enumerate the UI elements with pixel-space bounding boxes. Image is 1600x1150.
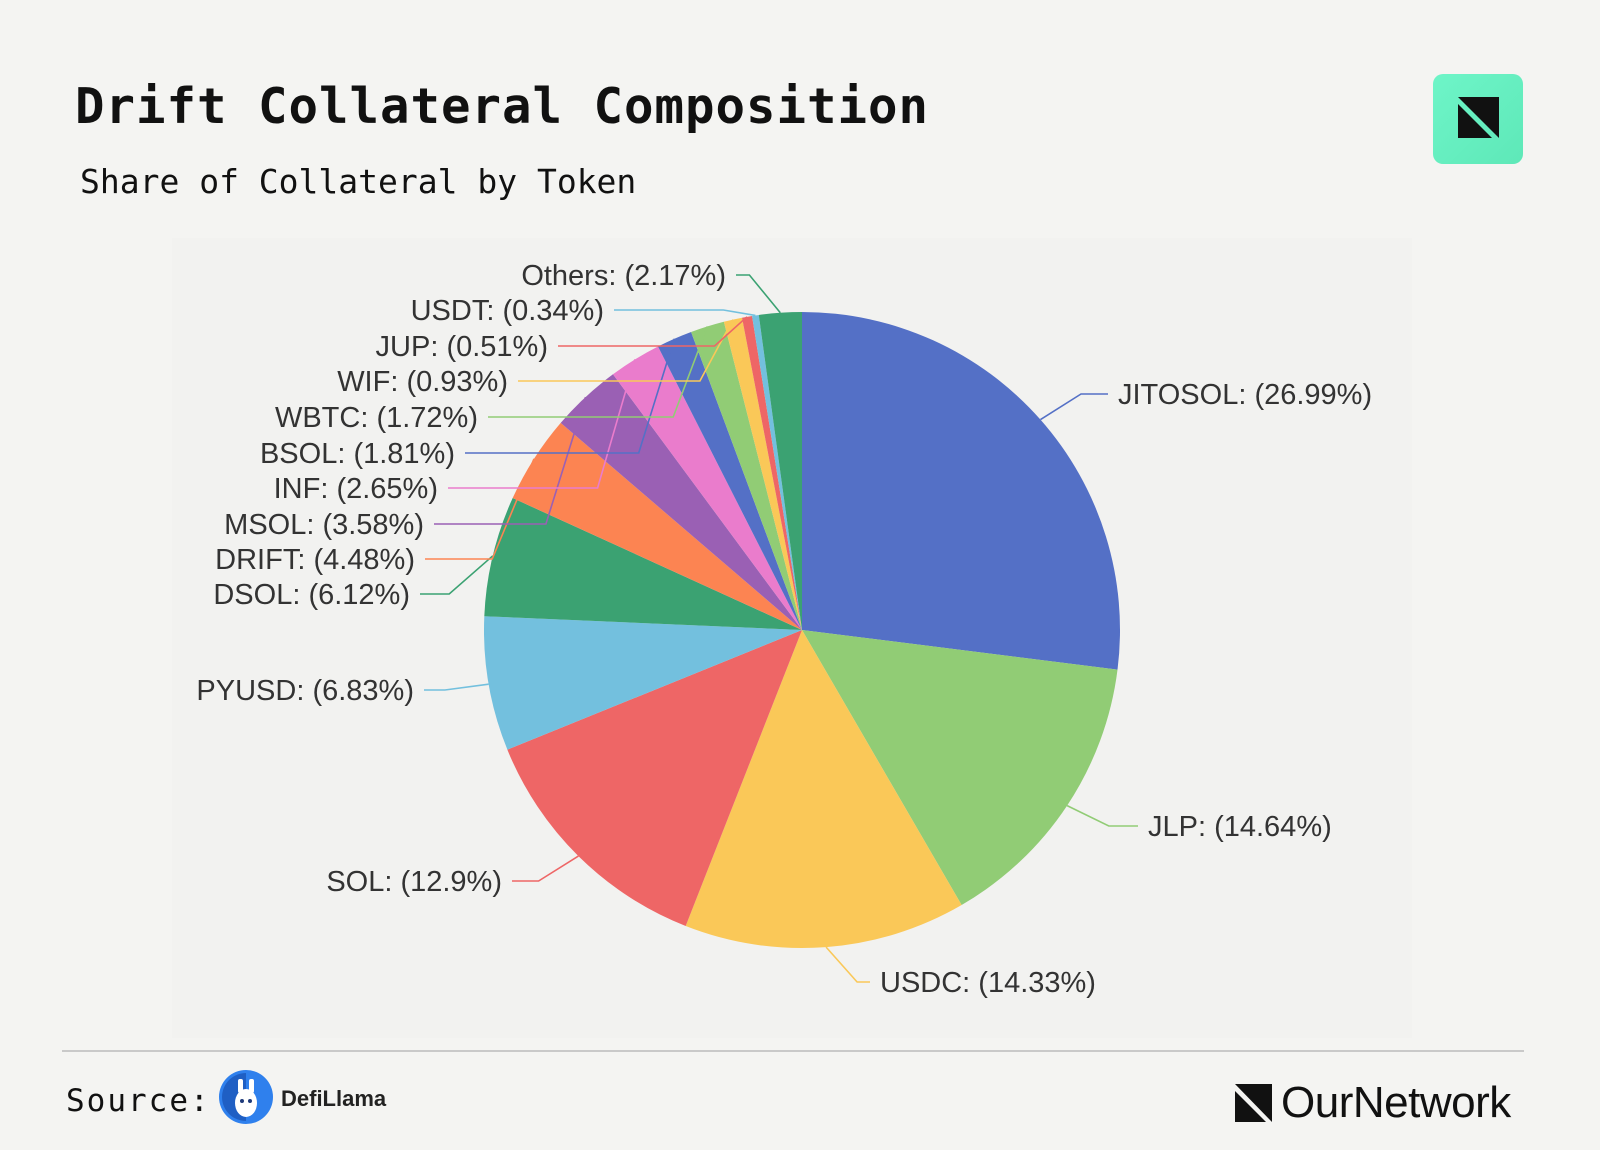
leader-line-inf — [448, 359, 636, 489]
slice-label-bsol: BSOL: (1.81%) — [260, 438, 455, 470]
slice-label-jup: JUP: (0.51%) — [376, 331, 548, 363]
pie-slice-sol — [507, 630, 802, 926]
pie-slice-wbtc — [691, 321, 802, 630]
pie-slice-jlp — [802, 630, 1118, 906]
pie-chart-panel: JITOSOL: (26.99%) JLP: (14.64%) USDC: (14.… — [172, 238, 1412, 1038]
pie-slice-msol — [560, 374, 802, 630]
leader-line-others — [736, 274, 781, 314]
pie-slice-jup — [742, 315, 802, 630]
pie-slice-usdc — [685, 630, 962, 948]
slice-label-jitosol: JITOSOL: (26.99%) — [1118, 379, 1372, 411]
leader-line-wbtc — [488, 326, 709, 418]
leader-line-drift — [425, 458, 535, 560]
slice-label-jlp: JLP: (14.64%) — [1148, 811, 1332, 843]
leader-line-dsol — [420, 555, 494, 595]
pie-slice-bsol — [657, 331, 802, 630]
defillama-llama-icon — [216, 1067, 276, 1127]
slice-label-pyusd: PYUSD: (6.83%) — [196, 675, 414, 707]
leader-line-pyusd — [424, 683, 489, 691]
pie-slice-jitosol — [802, 312, 1121, 670]
leader-line-jitosol — [1040, 393, 1108, 421]
slice-label-wif: WIF: (0.93%) — [337, 366, 508, 398]
source-label: Source: — [66, 1083, 211, 1119]
pie-slice-dsol — [484, 498, 802, 630]
leader-line-jup — [558, 316, 748, 347]
footer-divider — [62, 1050, 1524, 1052]
ournetwork-mark-icon — [1433, 74, 1523, 164]
leader-line-jlp — [1066, 804, 1138, 827]
leader-line-usdc — [825, 946, 870, 983]
slice-label-inf: INF: (2.65%) — [274, 473, 438, 505]
slice-label-msol: MSOL: (3.58%) — [224, 509, 424, 541]
leader-line-sol — [512, 855, 579, 882]
chart-subtitle: Share of Collateral by Token — [80, 162, 637, 201]
pie-slice-usdt — [752, 314, 802, 630]
leader-line-msol — [434, 396, 587, 525]
slice-label-sol: SOL: (12.9%) — [326, 866, 502, 898]
pie-slice-pyusd — [484, 616, 802, 750]
leader-line-usdt — [614, 309, 756, 317]
slice-label-others: Others: (2.17%) — [521, 260, 726, 292]
pie-slice-wif — [723, 317, 802, 630]
slice-label-usdc: USDC: (14.33%) — [880, 967, 1096, 999]
pie-slice-others — [758, 312, 802, 630]
pie-slice-drift — [512, 422, 802, 630]
pie-chart: JITOSOL: (26.99%) JLP: (14.64%) USDC: (14.… — [196, 260, 1372, 999]
chart-title: Drift Collateral Composition — [75, 78, 930, 135]
publisher-name: OurNetwork — [1281, 1078, 1511, 1127]
leader-line-bsol — [465, 338, 676, 454]
slice-label-usdt: USDT: (0.34%) — [411, 295, 604, 327]
slice-label-drift: DRIFT: (4.48%) — [215, 544, 415, 576]
ournetwork-logo-icon — [1232, 1082, 1274, 1124]
slice-label-dsol: DSOL: (6.12%) — [213, 579, 410, 611]
source-name: DefiLlama — [281, 1086, 387, 1111]
slice-label-wbtc: WBTC: (1.72%) — [275, 402, 478, 434]
